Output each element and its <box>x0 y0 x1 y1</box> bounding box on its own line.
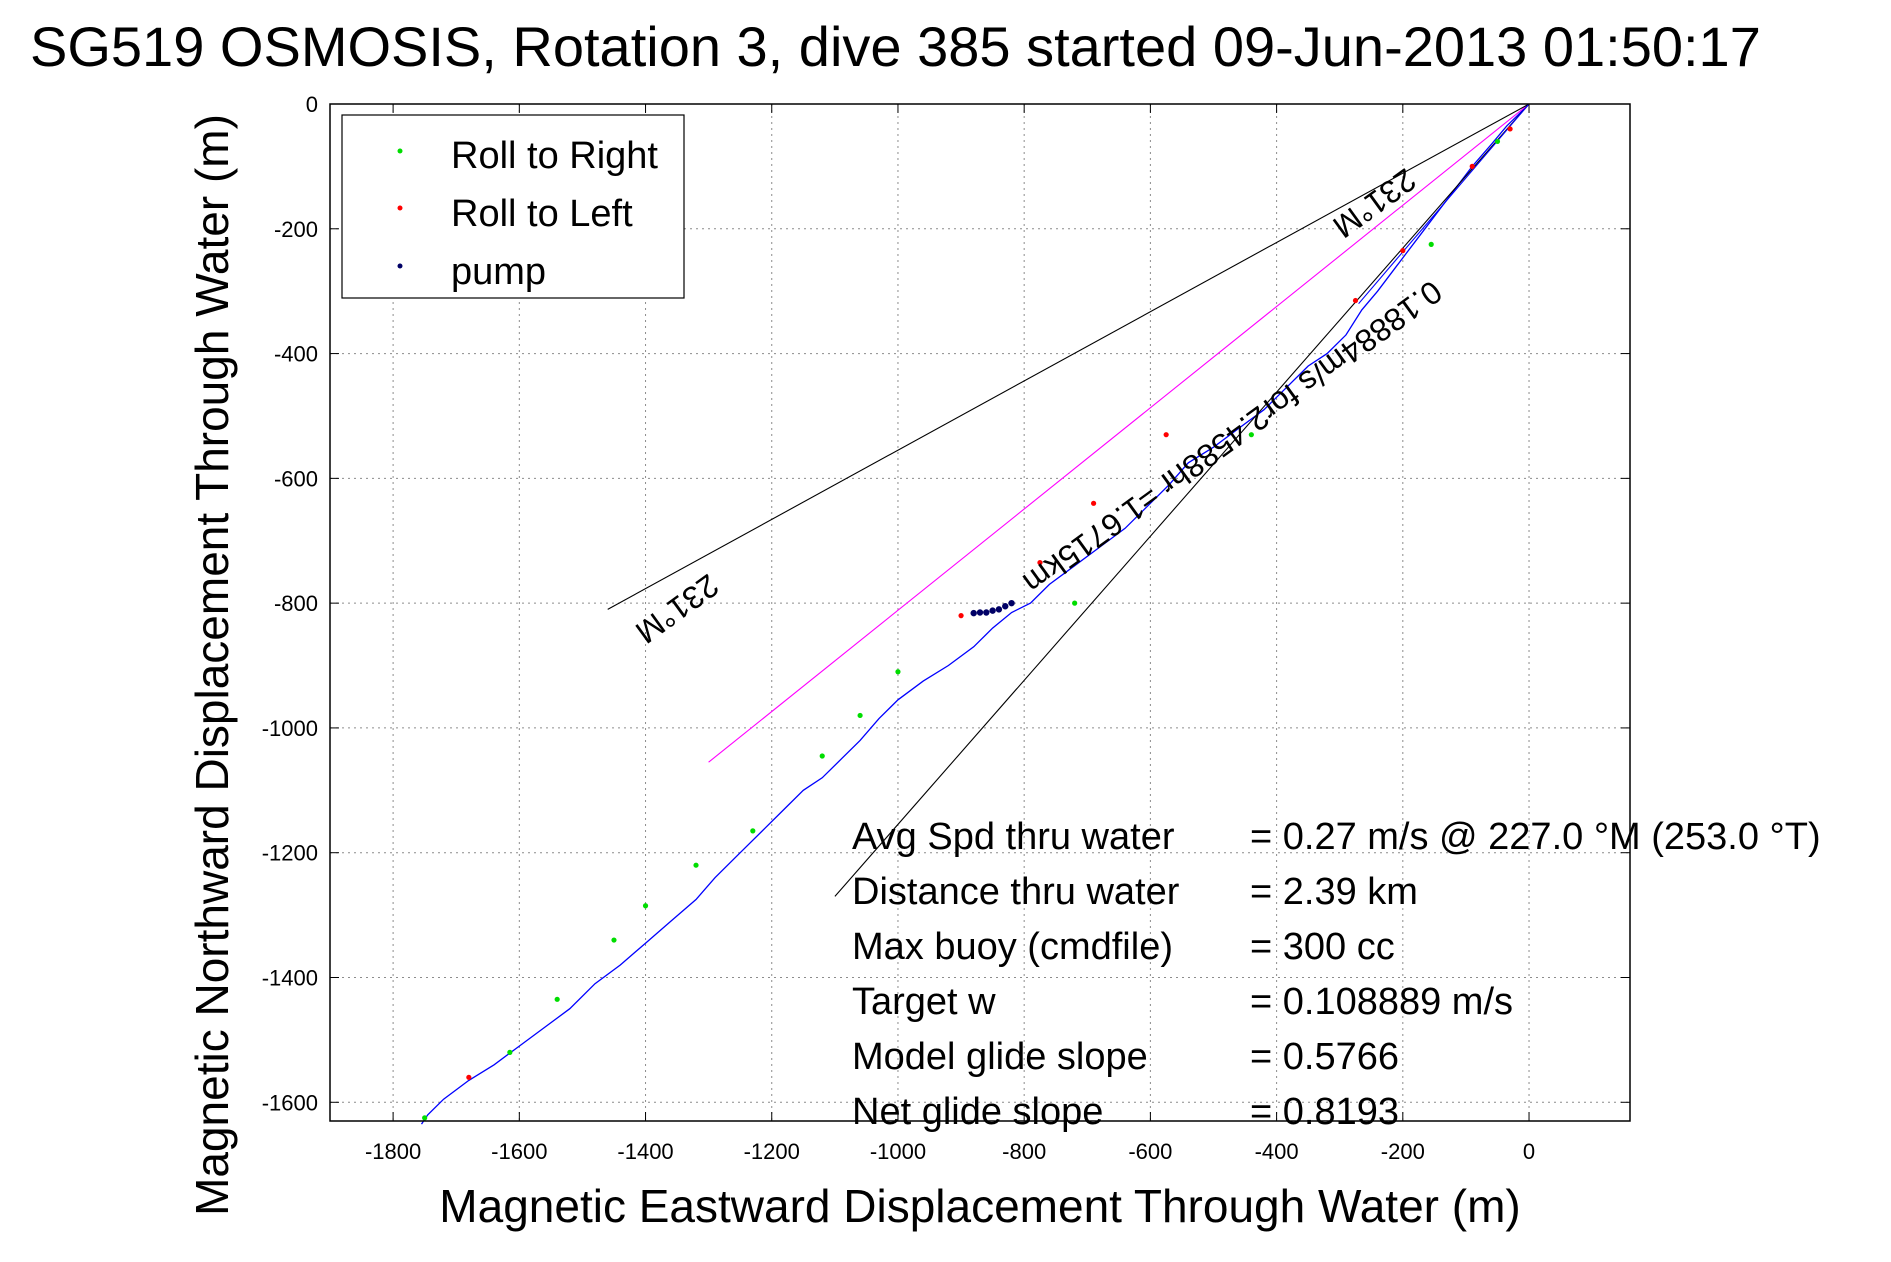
x-axis-label: Magnetic Eastward Displacement Through W… <box>439 1180 1520 1232</box>
stat-label: Distance thru water <box>852 871 1180 913</box>
series-track <box>420 103 1530 1125</box>
marker-roll-left <box>1352 297 1359 304</box>
marker-roll-left <box>1469 163 1475 169</box>
marker-roll-right <box>895 669 901 675</box>
chart-title: SG519 OSMOSIS, Rotation 3, dive 385 star… <box>30 15 1761 78</box>
x-tick-label: -1800 <box>365 1139 421 1164</box>
legend-label-pump: pump <box>451 251 546 293</box>
marker-pump <box>1002 603 1009 610</box>
marker-roll-right <box>1248 432 1254 438</box>
plot-frame <box>329 103 1631 1122</box>
marker-pump <box>989 607 996 614</box>
stat-label: Model glide slope <box>852 1036 1148 1078</box>
marker-roll-left <box>1400 248 1406 254</box>
marker-roll-left <box>1163 432 1169 438</box>
y-tick-label: 0 <box>306 92 318 117</box>
y-tick-label: -1200 <box>262 841 318 866</box>
stat-value: = 0.5766 <box>1250 1036 1399 1078</box>
y-tick-label: -1000 <box>262 716 318 741</box>
marker-roll-right <box>857 712 863 719</box>
marker-pump <box>1008 599 1015 607</box>
marker-roll-right <box>642 903 649 909</box>
marker-roll-left <box>1507 126 1513 132</box>
plot-markers <box>422 126 1513 1121</box>
marker-pump <box>976 609 984 616</box>
marker-roll-right <box>1494 138 1501 145</box>
marker-roll-right <box>507 1049 513 1055</box>
marker-roll-right <box>422 1115 428 1121</box>
annotation-label: 231°M <box>1326 162 1422 246</box>
dive-statistics: Avg Spd thru water = 0.27 m/s @ 227.0 °M … <box>852 816 1821 1133</box>
x-tick-label: -600 <box>1128 1139 1172 1164</box>
y-tick-label: -800 <box>274 591 318 616</box>
series-axis-link <box>1358 103 1530 305</box>
legend-marker-roll-right <box>397 148 403 154</box>
y-tick-label: -1600 <box>262 1090 318 1115</box>
legend-marker-pump <box>397 263 403 269</box>
marker-roll-right <box>554 996 560 1002</box>
y-tick-label: -200 <box>274 217 318 242</box>
marker-pump <box>995 606 1003 613</box>
plot-annotations: 231°M 231°M 0.18884m/s for2.4588hr =1.6715… <box>629 162 1449 651</box>
x-tick-label: -400 <box>1255 1139 1299 1164</box>
x-tick-label: -200 <box>1381 1139 1425 1164</box>
marker-roll-left <box>1037 559 1043 566</box>
marker-roll-left <box>466 1074 472 1080</box>
marker-roll-right <box>819 753 825 759</box>
series-lower-bound <box>834 103 1530 897</box>
axis-ticks: -1800 -1600 -1400 -1200 -1000 -800 -600 -400 -20… <box>262 92 1630 1164</box>
marker-roll-right <box>693 862 699 868</box>
stat-label: Net glide slope <box>852 1091 1103 1133</box>
x-tick-label: -1000 <box>870 1139 926 1164</box>
marker-roll-right <box>1072 600 1078 606</box>
marker-roll-left <box>1090 500 1097 506</box>
x-tick-label: 0 <box>1523 1139 1535 1164</box>
stat-value: = 0.108889 m/s <box>1250 981 1513 1023</box>
legend-label-roll-right: Roll to Right <box>451 135 658 177</box>
annotation-label: 0.18884m/s for2.4588hr =1.6715km <box>1017 274 1449 602</box>
marker-roll-right <box>611 937 617 943</box>
x-tick-label: -1200 <box>744 1139 800 1164</box>
annotation-label: 231°M <box>629 567 725 651</box>
stat-value: = 300 cc <box>1250 926 1395 968</box>
stat-value: = 0.27 m/s @ 227.0 °M (253.0 °T) <box>1250 816 1821 858</box>
y-axis-label: Magnetic Northward Displacement Through … <box>186 114 238 1216</box>
legend-label-roll-left: Roll to Left <box>451 193 633 235</box>
grid-lines <box>330 103 1630 1121</box>
plot-series <box>420 103 1530 1125</box>
marker-pump <box>983 609 990 616</box>
marker-roll-right <box>750 828 756 834</box>
x-tick-label: -1400 <box>617 1139 673 1164</box>
stat-value: = 0.8193 <box>1250 1091 1399 1133</box>
stat-label: Max buoy (cmdfile) <box>852 926 1173 968</box>
x-tick-label: -1600 <box>491 1139 547 1164</box>
y-tick-label: -600 <box>274 466 318 491</box>
marker-pump <box>970 609 977 617</box>
stat-value: = 2.39 km <box>1250 871 1418 913</box>
stat-label: Avg Spd thru water <box>852 816 1175 858</box>
marker-roll-right <box>1428 241 1434 247</box>
series-upper-bound <box>607 103 1530 610</box>
marker-roll-left <box>958 613 964 619</box>
x-tick-label: -800 <box>1002 1139 1046 1164</box>
y-tick-label: -400 <box>274 342 318 367</box>
stat-label: Target w <box>852 981 996 1023</box>
legend-marker-roll-left <box>397 205 403 211</box>
legend: Roll to Right Roll to Left pump <box>341 114 685 299</box>
series-heading-line <box>708 103 1530 763</box>
y-tick-label: -1400 <box>262 965 318 990</box>
